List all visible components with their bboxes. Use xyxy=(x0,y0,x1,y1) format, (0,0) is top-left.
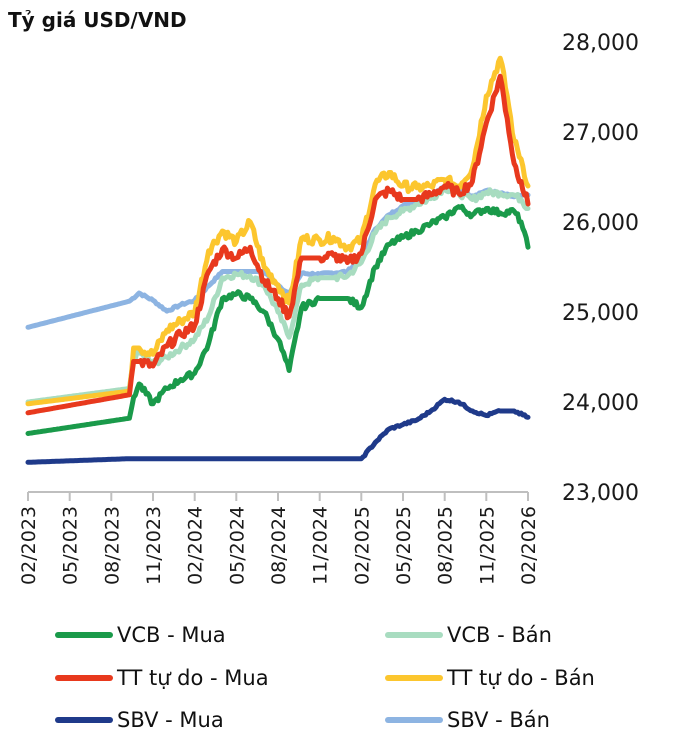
legend-label: SBV - Bán xyxy=(447,708,550,732)
legend-label: VCB - Mua xyxy=(117,623,226,647)
y-tick-label: 28,000 xyxy=(562,31,639,56)
x-tick-label: 02/2023 xyxy=(18,506,40,585)
x-tick-label: 02/2026 xyxy=(518,506,540,585)
series-line-vcb-ban xyxy=(25,185,531,405)
legend-swatch xyxy=(55,675,113,681)
legend-swatch xyxy=(55,717,113,723)
y-tick-label: 25,000 xyxy=(562,301,639,326)
legend-swatch xyxy=(385,632,443,638)
y-tick-labels: 23,000 24,000 25,000 26,000 27,000 28,000 xyxy=(562,31,639,506)
x-tick-label: 02/2024 xyxy=(185,506,207,585)
series-line-vcb-mua xyxy=(25,203,531,436)
x-tick-label: 11/2023 xyxy=(143,506,165,585)
legend-label: VCB - Bán xyxy=(447,623,552,647)
x-tick-label: 05/2024 xyxy=(226,506,248,585)
x-tick-label: 11/2025 xyxy=(476,506,498,585)
chart-canvas: 02/2023 05/2023 08/2023 11/2023 02/2024 05/20… xyxy=(18,31,639,585)
x-tick-label: 02/2025 xyxy=(351,506,373,585)
series-line-sbv-mua xyxy=(25,396,531,465)
x-tick-label: 05/2025 xyxy=(393,506,415,585)
y-tick-label: 24,000 xyxy=(562,391,639,416)
x-tick-label: 08/2023 xyxy=(101,506,123,585)
series-line-tt-tu-do-ban xyxy=(25,55,531,407)
y-tick-label: 26,000 xyxy=(562,211,639,236)
legend-item-tt-mua: TT tự do - Mua xyxy=(55,663,269,693)
series-layer xyxy=(25,55,531,465)
y-tick-label: 23,000 xyxy=(562,481,639,506)
series-line-tt-tu-do-mua xyxy=(25,73,531,416)
legend-item-vcb-mua: VCB - Mua xyxy=(55,620,226,650)
legend-label: TT tự do - Mua xyxy=(117,666,269,690)
legend-swatch xyxy=(385,717,443,723)
x-tick-label: 11/2024 xyxy=(310,506,332,585)
legend-item-tt-ban: TT tự do - Bán xyxy=(385,663,595,693)
legend-item-vcb-ban: VCB - Bán xyxy=(385,620,552,650)
x-tick-labels: 02/2023 05/2023 08/2023 11/2023 02/2024 05/20… xyxy=(18,492,540,585)
legend-item-sbv-mua: SBV - Mua xyxy=(55,705,224,735)
x-tick-label: 05/2023 xyxy=(60,506,82,585)
x-tick-label: 08/2025 xyxy=(435,506,457,585)
legend-item-sbv-ban: SBV - Bán xyxy=(385,705,550,735)
legend: VCB - Mua VCB - Bán TT tự do - Mua TT tự… xyxy=(0,618,700,748)
legend-label: SBV - Mua xyxy=(117,708,224,732)
y-tick-label: 27,000 xyxy=(562,121,639,146)
legend-label: TT tự do - Bán xyxy=(447,666,595,690)
legend-swatch xyxy=(55,632,113,638)
legend-swatch xyxy=(385,675,443,681)
x-tick-label: 08/2024 xyxy=(268,506,290,585)
chart-title: Tỷ giá USD/VND xyxy=(8,8,187,32)
